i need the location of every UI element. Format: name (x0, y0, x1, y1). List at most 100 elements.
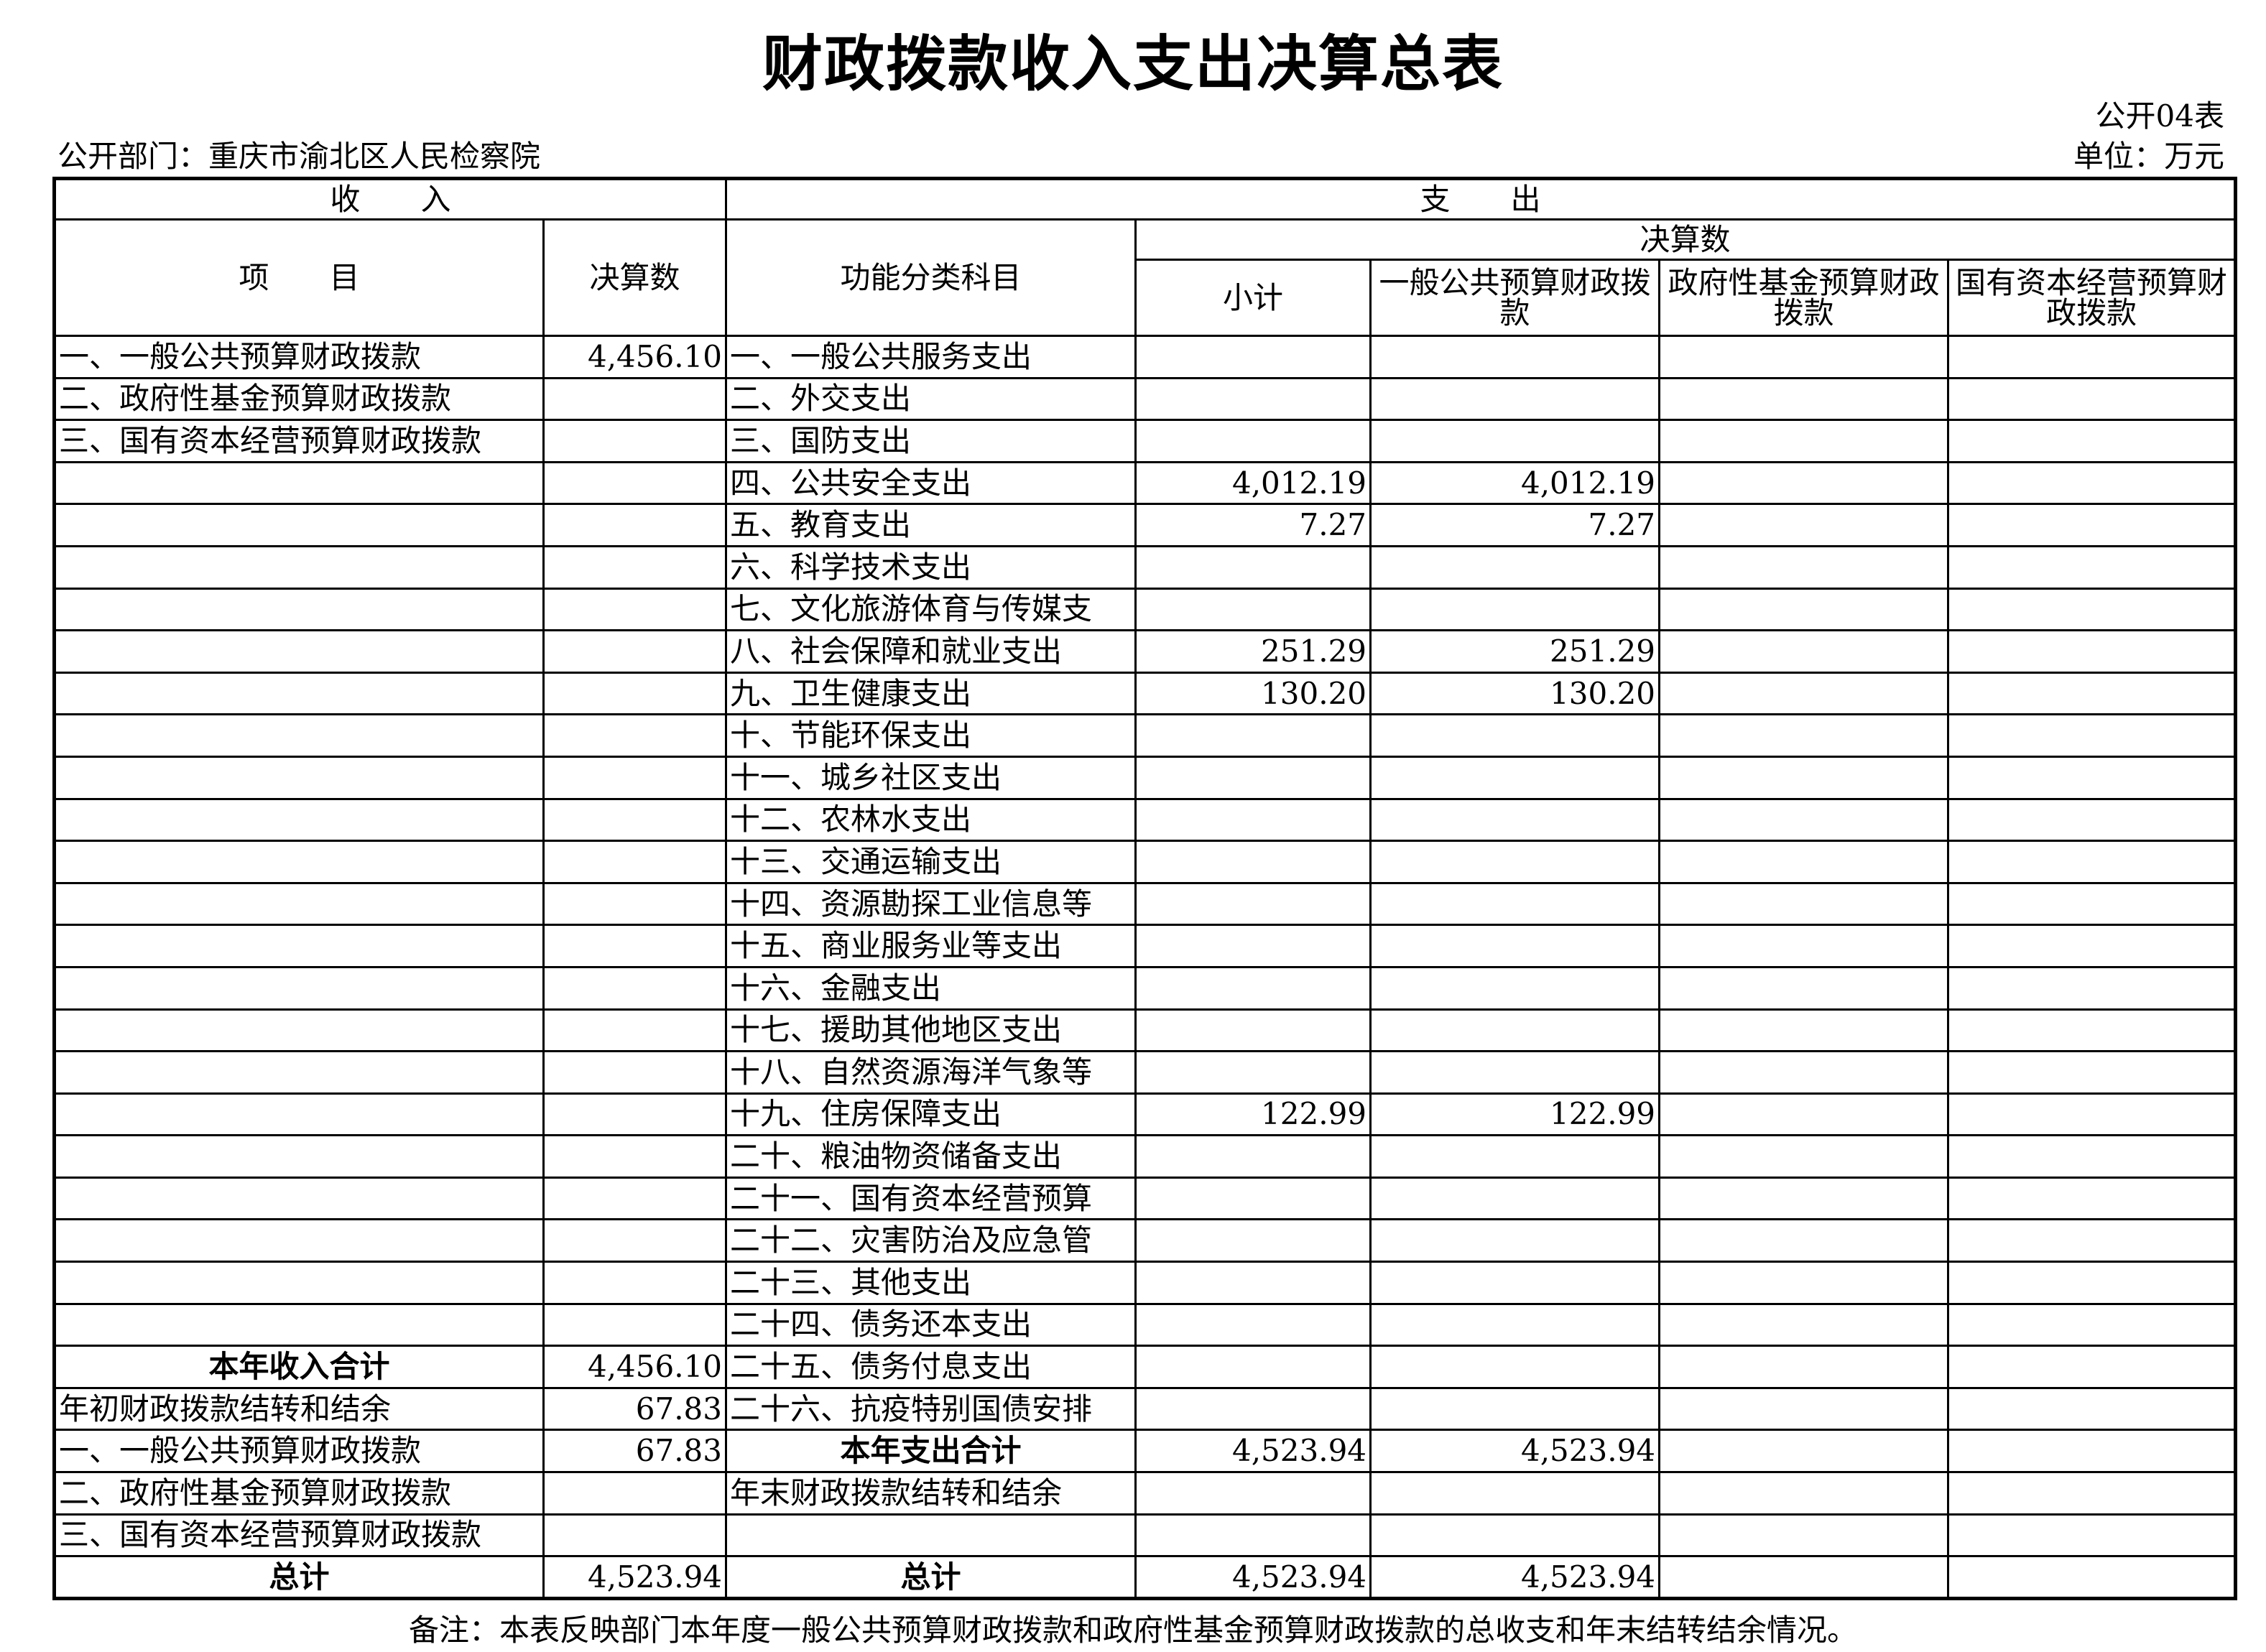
expense-item-cell: 四、公共安全支出 (725, 460, 1137, 506)
income-item-cell (53, 1176, 545, 1221)
gov-fund-cell (1658, 1261, 1950, 1305)
income-amount-cell (542, 881, 728, 927)
income-item-cell: 二、政府性基金预算财政拨款 (53, 376, 545, 422)
income-item-cell: 二、政府性基金预算财政拨款 (53, 1471, 545, 1516)
income-item-cell: 本年收入合计 (53, 1345, 545, 1389)
income-item-cell (53, 1302, 545, 1347)
table-row: 二十四、债务还本支出 (53, 1302, 2237, 1347)
subtotal-cell (1134, 1345, 1372, 1389)
subtotal-cell: 7.27 (1134, 503, 1372, 547)
income-item-cell: 一、一般公共预算财政拨款 (53, 1429, 545, 1474)
income-amount-cell (542, 629, 728, 674)
income-amount-cell: 4,523.94 (542, 1555, 728, 1600)
subtotal-cell (1134, 881, 1372, 927)
income-item-cell: 三、国有资本经营预算财政拨款 (53, 1513, 545, 1558)
subtotal-cell (1134, 1513, 1372, 1558)
subtotal-cell (1134, 1050, 1372, 1095)
expense-item-cell: 二十一、国有资本经营预算 (725, 1176, 1137, 1221)
subtotal-cell (1134, 924, 1372, 968)
gov-fund-cell (1658, 629, 1950, 674)
subtotal-cell: 130.20 (1134, 671, 1372, 716)
income-item-cell (53, 1261, 545, 1305)
table-row: 四、公共安全支出 4,012.19 4,012.19 (53, 460, 2237, 506)
state-capital-cell (1947, 503, 2237, 547)
general-budget-cell (1369, 419, 1661, 463)
expense-item-cell: 六、科学技术支出 (725, 544, 1137, 590)
subtotal-cell (1134, 335, 1372, 379)
income-amount-cell: 67.83 (542, 1429, 728, 1474)
income-item-cell (53, 797, 545, 843)
general-budget-cell: 130.20 (1369, 671, 1661, 716)
income-amount-cell (542, 587, 728, 632)
gov-fund-header: 政府性基金预算财政拨款 (1658, 259, 1950, 337)
state-capital-cell (1947, 1218, 2237, 1263)
subtotal-cell (1134, 1134, 1372, 1179)
expense-item-cell: 七、文化旅游体育与传媒支 (725, 587, 1137, 632)
page-title: 财政拨款收入支出决算总表 (762, 28, 1504, 99)
income-amount-cell (542, 1008, 728, 1053)
income-amount-cell (542, 544, 728, 590)
gov-fund-cell (1658, 881, 1950, 927)
general-budget-cell: 251.29 (1369, 629, 1661, 674)
expense-item-cell: 十五、商业服务业等支出 (725, 924, 1137, 968)
gov-fund-cell (1658, 713, 1950, 758)
subtotal-cell (1134, 1302, 1372, 1347)
subtotal-cell (1134, 797, 1372, 843)
income-amount-cell (542, 840, 728, 884)
state-capital-cell (1947, 1092, 2237, 1137)
expense-item-cell: 本年支出合计 (725, 1429, 1137, 1474)
expense-item-cell: 二十三、其他支出 (725, 1261, 1137, 1305)
table-row: 十、节能环保支出 (53, 713, 2237, 758)
table-row: 二、政府性基金预算财政拨款 年末财政拨款结转和结余 (53, 1471, 2237, 1516)
income-item-cell: 一、一般公共预算财政拨款 (53, 335, 545, 379)
state-capital-cell (1947, 419, 2237, 463)
state-capital-cell (1947, 671, 2237, 716)
expense-item-cell: 十、节能环保支出 (725, 713, 1137, 758)
expense-item-cell: 五、教育支出 (725, 503, 1137, 547)
gov-fund-cell (1658, 1176, 1950, 1221)
subtotal-header: 小计 (1134, 259, 1372, 337)
expense-item-cell: 十九、住房保障支出 (725, 1092, 1137, 1137)
state-capital-cell (1947, 376, 2237, 422)
gov-fund-cell (1658, 1555, 1950, 1600)
expense-item-cell: 十一、城乡社区支出 (725, 755, 1137, 800)
expense-item-cell: 八、社会保障和就业支出 (725, 629, 1137, 674)
expense-item-cell: 年末财政拨款结转和结余 (725, 1471, 1137, 1516)
state-capital-cell (1947, 460, 2237, 506)
expense-item-cell: 二十五、债务付息支出 (725, 1345, 1137, 1389)
general-budget-cell: 4,523.94 (1369, 1555, 1661, 1600)
general-budget-cell (1369, 1134, 1661, 1179)
income-amount-cell (542, 713, 728, 758)
expense-item-cell: 十八、自然资源海洋气象等 (725, 1050, 1137, 1095)
gov-fund-cell (1658, 1134, 1950, 1179)
income-amount-cell (542, 1176, 728, 1221)
footnote: 备注：本表反映部门本年度一般公共预算财政拨款和政府性基金预算财政拨款的总收支和年… (408, 1612, 1857, 1648)
general-budget-cell: 4,012.19 (1369, 460, 1661, 506)
general-budget-cell: 4,523.94 (1369, 1429, 1661, 1474)
subtotal-cell (1134, 587, 1372, 632)
gov-fund-cell (1658, 671, 1950, 716)
table-row: 十三、交通运输支出 (53, 840, 2237, 884)
income-item-cell (53, 1134, 545, 1179)
gov-fund-cell (1658, 1513, 1950, 1558)
table-row: 二十三、其他支出 (53, 1261, 2237, 1305)
state-capital-cell (1947, 1386, 2237, 1431)
table-row: 年初财政拨款结转和结余 67.83 二十六、抗疫特别国债安排 (53, 1386, 2237, 1431)
state-capital-cell (1947, 1050, 2237, 1095)
income-amount-cell (542, 503, 728, 547)
general-budget-cell (1369, 1218, 1661, 1263)
subtotal-cell (1134, 1218, 1372, 1263)
income-amount-cell (542, 965, 728, 1011)
state-capital-cell (1947, 1513, 2237, 1558)
expense-item-cell (725, 1513, 1137, 1558)
expense-item-cell: 三、国防支出 (725, 419, 1137, 463)
state-capital-cell (1947, 840, 2237, 884)
gov-fund-cell (1658, 924, 1950, 968)
general-budget-cell (1369, 1386, 1661, 1431)
expense-item-cell: 二、外交支出 (725, 376, 1137, 422)
income-item-cell (53, 503, 545, 547)
general-budget-cell (1369, 1513, 1661, 1558)
gov-fund-cell (1658, 335, 1950, 379)
income-amount-cell (542, 1471, 728, 1516)
income-item-cell (53, 1050, 545, 1095)
